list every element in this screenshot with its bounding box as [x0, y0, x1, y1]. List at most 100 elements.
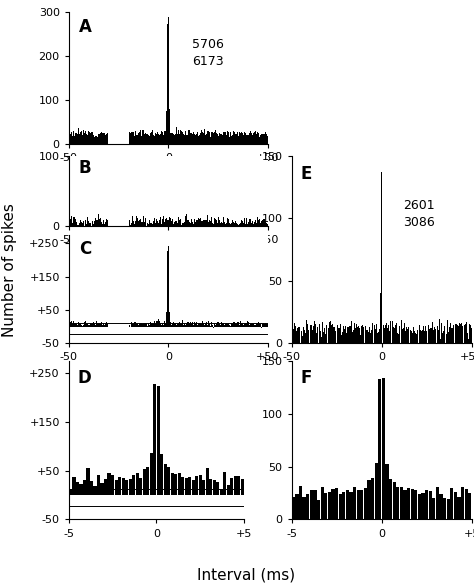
- Bar: [97, 220, 98, 226]
- Bar: [107, 133, 108, 144]
- Bar: [206, 220, 207, 226]
- Bar: [214, 131, 215, 144]
- Bar: [267, 136, 268, 144]
- Bar: [325, 334, 326, 343]
- Bar: [183, 134, 184, 144]
- Bar: [95, 136, 96, 144]
- Bar: [80, 484, 82, 495]
- Bar: [247, 224, 248, 226]
- Bar: [130, 133, 131, 144]
- Bar: [171, 325, 172, 327]
- Bar: [234, 475, 237, 495]
- Bar: [174, 221, 175, 226]
- Bar: [191, 218, 192, 226]
- Bar: [255, 131, 256, 144]
- Bar: [187, 221, 188, 226]
- Bar: [135, 224, 136, 226]
- Bar: [415, 333, 416, 343]
- Bar: [346, 490, 349, 519]
- Bar: [392, 483, 396, 519]
- Bar: [379, 329, 380, 343]
- Bar: [157, 221, 158, 226]
- Bar: [98, 134, 99, 144]
- Bar: [87, 324, 88, 327]
- Bar: [197, 220, 198, 226]
- Bar: [215, 325, 216, 327]
- Bar: [153, 384, 156, 495]
- Bar: [127, 221, 128, 226]
- Bar: [328, 491, 331, 519]
- Bar: [422, 330, 423, 343]
- Bar: [90, 323, 91, 327]
- Bar: [125, 324, 126, 327]
- Bar: [104, 480, 107, 495]
- Bar: [360, 490, 364, 519]
- Bar: [147, 326, 148, 327]
- Bar: [196, 322, 197, 327]
- Bar: [139, 132, 140, 144]
- Bar: [246, 218, 247, 226]
- Bar: [200, 323, 201, 327]
- Bar: [96, 220, 97, 226]
- Bar: [389, 330, 390, 343]
- Bar: [199, 323, 200, 327]
- Bar: [201, 221, 202, 226]
- Bar: [71, 322, 72, 327]
- Bar: [227, 485, 230, 495]
- Bar: [175, 323, 176, 327]
- Bar: [72, 223, 73, 226]
- Bar: [346, 333, 347, 343]
- Bar: [121, 322, 122, 327]
- Bar: [456, 323, 457, 343]
- Bar: [107, 323, 108, 327]
- Bar: [455, 332, 456, 343]
- Bar: [223, 217, 224, 226]
- Bar: [216, 482, 219, 495]
- Bar: [161, 224, 162, 226]
- Bar: [204, 129, 205, 144]
- Bar: [203, 133, 204, 144]
- Bar: [186, 323, 187, 327]
- Bar: [105, 323, 106, 327]
- Bar: [181, 131, 182, 144]
- Bar: [205, 220, 206, 226]
- Bar: [206, 468, 209, 495]
- Bar: [164, 322, 165, 327]
- Bar: [298, 327, 299, 343]
- Bar: [239, 224, 240, 226]
- Bar: [432, 498, 436, 519]
- Bar: [110, 130, 111, 144]
- Bar: [159, 135, 160, 144]
- Bar: [168, 18, 169, 144]
- Bar: [360, 335, 361, 343]
- Bar: [230, 478, 233, 495]
- Bar: [292, 497, 295, 519]
- Bar: [117, 326, 118, 327]
- Bar: [351, 321, 352, 343]
- Bar: [414, 490, 418, 519]
- Bar: [366, 330, 367, 343]
- Bar: [72, 323, 73, 327]
- Bar: [362, 325, 363, 343]
- Bar: [292, 328, 293, 343]
- Bar: [340, 324, 341, 343]
- Bar: [377, 333, 378, 343]
- Bar: [195, 221, 196, 226]
- Bar: [439, 494, 443, 519]
- Bar: [88, 131, 89, 144]
- Bar: [98, 323, 99, 327]
- Bar: [158, 133, 159, 144]
- Bar: [187, 322, 188, 327]
- Bar: [333, 327, 334, 343]
- Bar: [96, 321, 97, 327]
- Bar: [96, 136, 97, 144]
- Bar: [218, 217, 219, 226]
- Bar: [97, 137, 98, 144]
- Bar: [167, 220, 168, 226]
- Bar: [339, 328, 340, 343]
- Bar: [353, 487, 356, 519]
- Bar: [188, 130, 189, 144]
- Bar: [293, 329, 294, 343]
- Bar: [75, 219, 76, 226]
- Bar: [161, 131, 162, 144]
